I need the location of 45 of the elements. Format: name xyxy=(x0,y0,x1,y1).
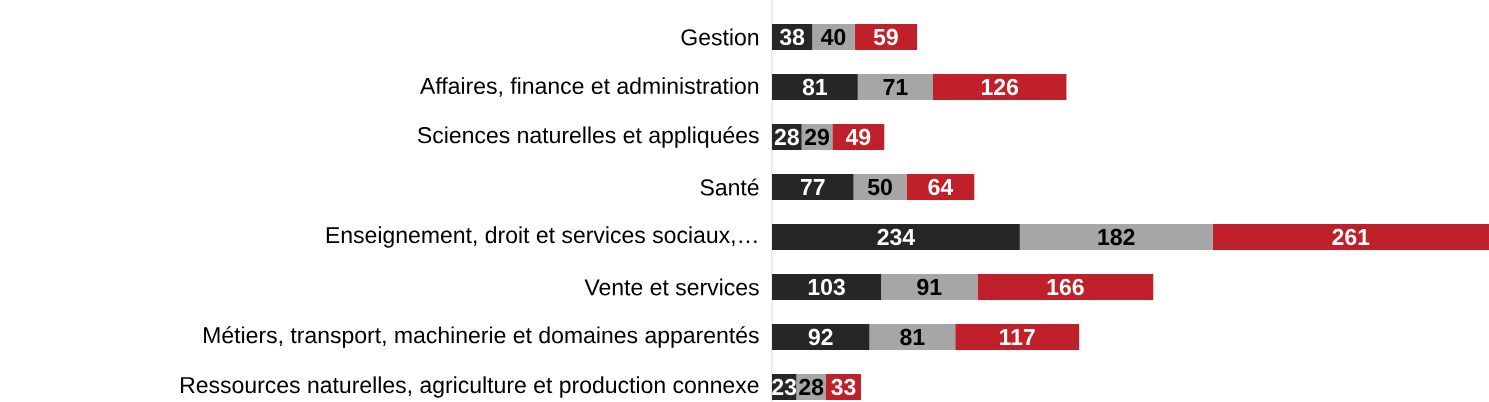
data-label: 40 xyxy=(820,28,846,46)
bar xyxy=(772,74,858,101)
y-tick-label: Ressources naturelles, agriculture et production connexe xyxy=(181,376,759,398)
data-label: 50 xyxy=(867,178,892,196)
data-label: 103 xyxy=(808,278,845,296)
data-label: 77 xyxy=(800,179,825,195)
y-tick-label: Sciences naturelles et appliquées xyxy=(417,126,759,148)
bar xyxy=(869,324,956,350)
bar xyxy=(1212,224,1489,250)
bar xyxy=(772,174,854,200)
y-tick-label: Vente et services xyxy=(584,278,759,296)
bar xyxy=(772,324,870,350)
bar xyxy=(772,224,1020,250)
bar xyxy=(772,274,882,300)
data-label: 49 xyxy=(845,128,871,146)
bar xyxy=(977,274,1154,300)
data-label: 33 xyxy=(831,378,856,396)
data-label: 71 xyxy=(883,79,908,95)
data-label: 234 xyxy=(877,228,915,246)
data-label: 59 xyxy=(873,28,898,46)
data-label: 91 xyxy=(917,278,942,296)
data-label: 28 xyxy=(799,378,824,396)
bar xyxy=(857,74,933,101)
data-label: 126 xyxy=(981,78,1019,96)
bar xyxy=(881,274,978,300)
bar xyxy=(932,74,1067,101)
data-label: 64 xyxy=(928,178,954,196)
data-label: 28 xyxy=(774,128,799,146)
data-label: 117 xyxy=(1000,329,1035,345)
data-label: 166 xyxy=(1047,278,1084,296)
data-label: 81 xyxy=(802,78,828,96)
y-tick-label: Gestion xyxy=(681,28,759,46)
data-label: 23 xyxy=(772,378,797,396)
bar xyxy=(955,324,1080,350)
bar xyxy=(1019,224,1213,250)
data-label: 261 xyxy=(1332,228,1370,246)
y-tick-label: Santé xyxy=(700,178,759,196)
y-tick-label: Enseignement, droit et services sociaux,… xyxy=(326,226,757,248)
y-tick-label: Affaires, finance et administration xyxy=(419,77,759,97)
data-label: 81 xyxy=(900,328,925,346)
data-label: 38 xyxy=(779,28,805,46)
data-label: 182 xyxy=(1098,228,1135,246)
data-label: 29 xyxy=(805,128,829,146)
data-label: 92 xyxy=(808,328,833,346)
y-tick-label: Métiers, transport, machinerie et domaines apparentés xyxy=(204,326,759,348)
